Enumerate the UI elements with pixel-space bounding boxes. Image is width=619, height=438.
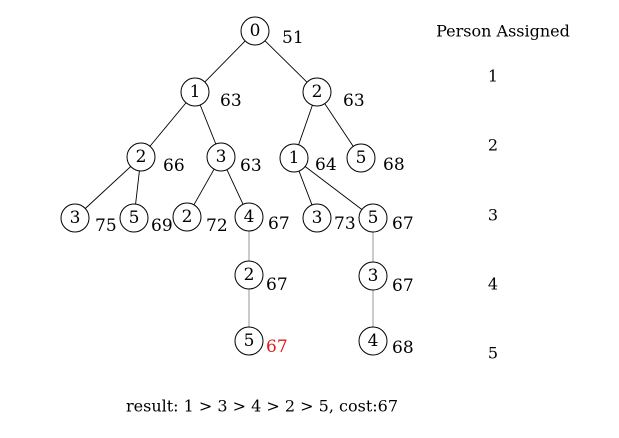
node-label: 5 (356, 148, 367, 168)
node-cost: 66 (163, 156, 185, 176)
node-cost: 51 (282, 28, 304, 48)
node-label: 3 (216, 147, 227, 167)
tree-edge (193, 168, 215, 206)
tree-node: 5 69 (119, 203, 173, 236)
node-circle (279, 143, 309, 173)
tree-node: 4 67 (234, 202, 290, 234)
node-cost: 67 (266, 275, 288, 295)
person-number: 5 (488, 344, 498, 363)
tree-node: 3 63 (206, 142, 262, 176)
tree-node: 2 72 (172, 202, 228, 236)
node-circle (119, 203, 149, 233)
node-circle (358, 261, 388, 291)
person-number: 4 (488, 275, 498, 294)
node-label: 4 (244, 207, 255, 227)
node-label: 2 (182, 207, 193, 227)
tree-node: 2 66 (126, 142, 185, 176)
tree-node: 1 64 (279, 143, 337, 175)
tree-node: 5 67 (358, 203, 414, 234)
node-cost: 68 (392, 338, 414, 358)
node-circle (172, 202, 202, 232)
node-cost: 73 (334, 214, 356, 234)
node-label: 0 (250, 21, 261, 41)
tree-node: 1 63 (180, 77, 242, 111)
tree-nodes: 0 511 63 2 632 66 3 63 1 64 5 683 75 5 69 2 72 4 67 3 73 5 672… (60, 16, 414, 358)
node-cost: 63 (240, 156, 262, 176)
tree-edges (84, 40, 374, 327)
tree-node: 3 75 (60, 203, 117, 236)
node-label: 1 (289, 148, 300, 168)
node-cost: 67 (266, 337, 288, 357)
person-assigned-heading: Person Assigned (436, 22, 570, 41)
node-label: 1 (190, 82, 201, 102)
node-circle (302, 77, 332, 107)
node-circle (126, 142, 156, 172)
node-circle (60, 203, 90, 233)
node-circle (234, 202, 264, 232)
tree-edge (298, 105, 313, 145)
tree-edge (264, 40, 308, 83)
node-label: 4 (368, 331, 379, 351)
tree-node: 2 67 (234, 260, 288, 295)
node-circle (206, 142, 236, 172)
node-cost: 68 (383, 155, 405, 175)
node-label: 2 (136, 147, 147, 167)
tree-edge (149, 102, 187, 147)
node-cost: 67 (392, 276, 414, 296)
tree-edge (135, 170, 140, 205)
tree-edge (298, 170, 313, 206)
node-label: 3 (368, 266, 379, 286)
tree-edge (204, 40, 246, 83)
node-circle (346, 143, 376, 173)
tree-node: 3 67 (358, 261, 414, 296)
tree-node: 2 63 (302, 77, 365, 111)
node-label: 2 (312, 82, 323, 102)
person-number: 1 (488, 67, 498, 86)
node-circle (180, 77, 210, 107)
node-cost: 64 (315, 155, 337, 175)
node-circle (234, 260, 264, 290)
tree-node: 5 67 (234, 326, 288, 357)
node-label: 5 (368, 208, 379, 228)
node-circle (234, 326, 264, 356)
result-summary: result: 1 > 3 > 4 > 2 > 5, cost:67 (126, 397, 398, 416)
person-number: 3 (488, 206, 498, 225)
person-number: 2 (488, 136, 498, 155)
node-circle (302, 203, 332, 233)
tree-edge (304, 166, 363, 210)
node-label: 2 (244, 265, 255, 285)
tree-edge (324, 103, 354, 147)
node-label: 3 (312, 208, 323, 228)
tree-edge (226, 169, 244, 205)
node-cost: 69 (151, 216, 173, 236)
tree-node: 4 68 (358, 326, 414, 358)
node-label: 5 (129, 208, 140, 228)
tree-node: 0 51 (240, 16, 304, 48)
node-cost: 63 (220, 91, 242, 111)
node-circle (240, 16, 270, 46)
node-cost: 72 (206, 216, 228, 236)
node-cost: 67 (392, 214, 414, 234)
node-cost: 67 (268, 214, 290, 234)
node-label: 5 (244, 331, 255, 351)
node-circle (358, 203, 388, 233)
node-cost: 63 (343, 91, 365, 111)
person-assigned-column: Person Assigned 1 2 3 4 5 (436, 22, 570, 363)
tree-node: 5 68 (346, 143, 405, 175)
node-label: 3 (70, 208, 81, 228)
node-circle (358, 326, 388, 356)
tree-node: 3 73 (302, 203, 356, 234)
tree-edge (84, 166, 132, 209)
node-cost: 75 (95, 216, 117, 236)
tree-edge (199, 104, 217, 145)
